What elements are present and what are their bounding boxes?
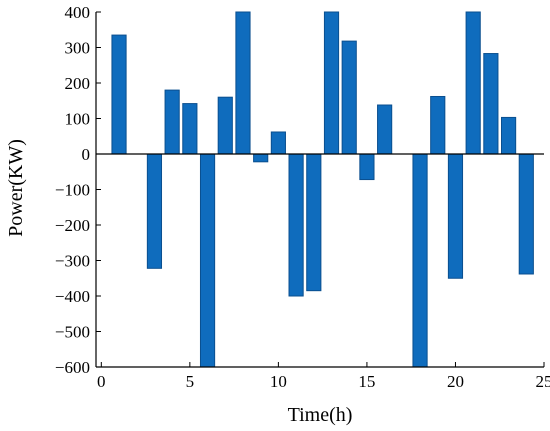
- x-tick-label: 0: [97, 372, 106, 391]
- y-tick-label: 0: [82, 145, 91, 164]
- bar-hour-5: [182, 103, 198, 155]
- bar-hour-19: [430, 95, 446, 155]
- bar-hour-24: [518, 153, 534, 275]
- bar-hour-15: [359, 153, 375, 181]
- bar-hour-8: [235, 11, 251, 155]
- bar-hour-11: [288, 153, 304, 297]
- bar-hour-18: [412, 153, 428, 368]
- bar-hour-10: [270, 131, 286, 155]
- bar-hour-23: [501, 116, 517, 155]
- x-tick-label: 25: [536, 372, 550, 391]
- bar-hour-12: [306, 153, 322, 292]
- y-tick-label: 400: [65, 3, 91, 22]
- y-tick-label: −300: [55, 252, 90, 271]
- y-axis-label: Power(KW): [5, 139, 27, 237]
- y-tick-label: 200: [65, 74, 91, 93]
- y-tick-label: −100: [55, 181, 90, 200]
- bar-hour-1: [111, 34, 127, 155]
- bar-hour-6: [199, 153, 216, 368]
- y-tick-label: −600: [55, 358, 90, 377]
- bar-hour-14: [341, 40, 357, 155]
- y-tick-label: −500: [55, 323, 90, 342]
- axes-group: 400 300 200 100 0 −100 −200 −300 −400 −500 −600 0 5 1…: [55, 3, 550, 391]
- bar-hour-22: [483, 53, 499, 155]
- bar-hour-21: [465, 11, 481, 155]
- bar-hour-16: [377, 104, 393, 155]
- y-tick-label: 100: [65, 110, 91, 129]
- bar-hour-20: [447, 153, 464, 279]
- x-axis-label: Time(h): [288, 404, 353, 426]
- bar-hour-9: [253, 153, 269, 163]
- x-tick-label: 20: [447, 372, 464, 391]
- bar-hour-7: [217, 96, 233, 155]
- x-tick-label: 10: [270, 372, 287, 391]
- x-tick-label: 15: [358, 372, 375, 391]
- bar-hour-3: [146, 153, 163, 269]
- bars-group: [111, 11, 534, 368]
- bar-hour-4: [164, 89, 180, 155]
- bar-hour-13: [323, 11, 340, 155]
- x-tick-label: 5: [186, 372, 195, 391]
- y-tick-label: 300: [65, 39, 91, 58]
- y-tick-label: −400: [55, 287, 90, 306]
- y-tick-label: −200: [55, 216, 90, 235]
